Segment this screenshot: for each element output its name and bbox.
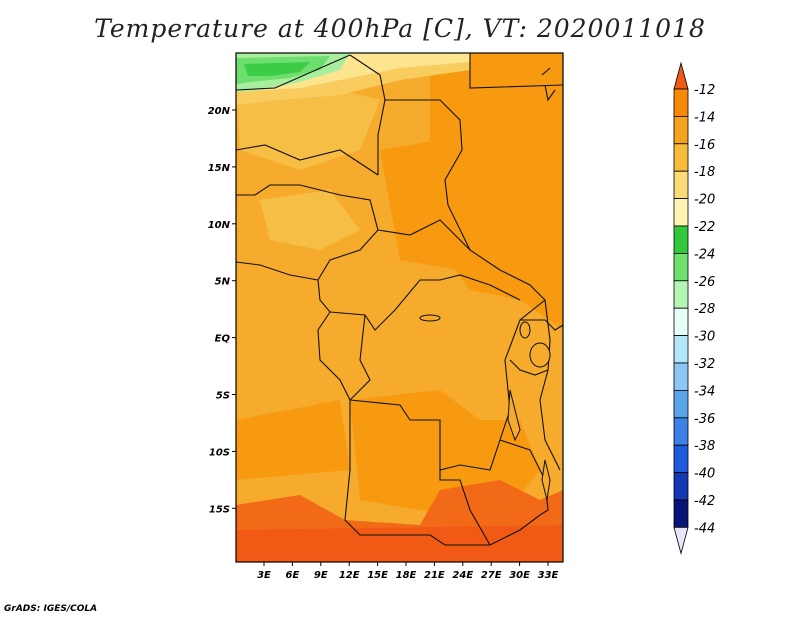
colorbar-label: -24	[694, 247, 715, 262]
colorbar-label: -44	[694, 521, 715, 536]
lon-label: 30E	[509, 570, 530, 581]
colorbar-top-arrow	[673, 61, 689, 90]
lon-label: 24E	[452, 570, 473, 581]
lon-label: 6E	[286, 570, 300, 581]
colorbar-label: -32	[694, 357, 715, 372]
lon-label: 12E	[339, 570, 360, 581]
colorbar-label: -28	[694, 302, 715, 317]
country-boundaries	[235, 53, 564, 546]
colorbar-segment	[673, 88, 689, 117]
colorbar-label: -12	[694, 83, 715, 98]
lon-label: 9E	[314, 570, 328, 581]
colorbar-segment	[673, 170, 689, 199]
lon-label: 27E	[481, 570, 502, 581]
map-frame	[235, 52, 564, 563]
colorbar-segment	[673, 252, 689, 282]
lat-label: 5S	[216, 391, 230, 402]
lat-label: 15S	[209, 504, 230, 515]
lat-label: 10S	[209, 447, 230, 458]
lat-label: EQ	[215, 334, 231, 345]
lat-label: 5N	[215, 277, 231, 288]
colorbar-segment	[673, 362, 689, 391]
lon-label: 3E	[257, 570, 271, 581]
chart-title: Temperature at 400hPa [C], VT: 202001101…	[94, 14, 706, 43]
colorbar-label: -30	[694, 330, 715, 345]
colorbar-label: -38	[694, 439, 715, 454]
colorbar-label: -16	[694, 138, 715, 153]
colorbar-segment	[673, 143, 689, 172]
colorbar-label: -40	[694, 467, 715, 482]
colorbar-segment	[673, 198, 689, 227]
grads-credit: GrADS: IGES/COLA	[4, 604, 98, 614]
longitude-axis: 3E 6E 9E 12E 15E 18E 21E 24E 27E 30E 33E	[257, 562, 559, 581]
colorbar-label: -22	[694, 220, 715, 235]
lon-label: 15E	[367, 570, 388, 581]
colorbar-label: -34	[694, 384, 715, 399]
lat-label: 10N	[208, 220, 231, 231]
colorbar: -12 -14 -16 -18 -20 -22 -24 -26 -28 -30 -32 -34 -36 -…	[673, 61, 715, 555]
colorbar-label: -14	[694, 110, 715, 125]
colorbar-bottom-arrow	[673, 527, 689, 555]
colorbar-segment	[673, 116, 689, 145]
temperature-field	[236, 53, 563, 562]
colorbar-segment	[673, 472, 689, 501]
lakes	[419, 314, 551, 501]
latitude-axis: 20N 15N 10N 5N EQ 5S 10S 15S	[208, 106, 236, 515]
colorbar-label: -18	[694, 165, 715, 180]
colorbar-segment	[673, 499, 689, 528]
colorbar-label: -42	[694, 494, 715, 509]
colorbar-label: -20	[694, 193, 715, 208]
lat-label: 20N	[208, 106, 231, 117]
colorbar-segment	[673, 280, 689, 309]
lon-label: 33E	[538, 570, 559, 581]
lon-label: 18E	[396, 570, 417, 581]
colorbar-segment	[673, 225, 689, 254]
colorbar-label: -26	[694, 275, 715, 290]
colorbar-segment	[673, 307, 689, 337]
lat-label: 15N	[208, 163, 231, 174]
colorbar-segment	[673, 389, 689, 419]
lon-label: 21E	[424, 570, 445, 581]
colorbar-label: -36	[694, 412, 715, 427]
colorbar-segment	[673, 444, 689, 474]
colorbar-segment	[673, 335, 689, 364]
colorbar-segment	[673, 417, 689, 446]
